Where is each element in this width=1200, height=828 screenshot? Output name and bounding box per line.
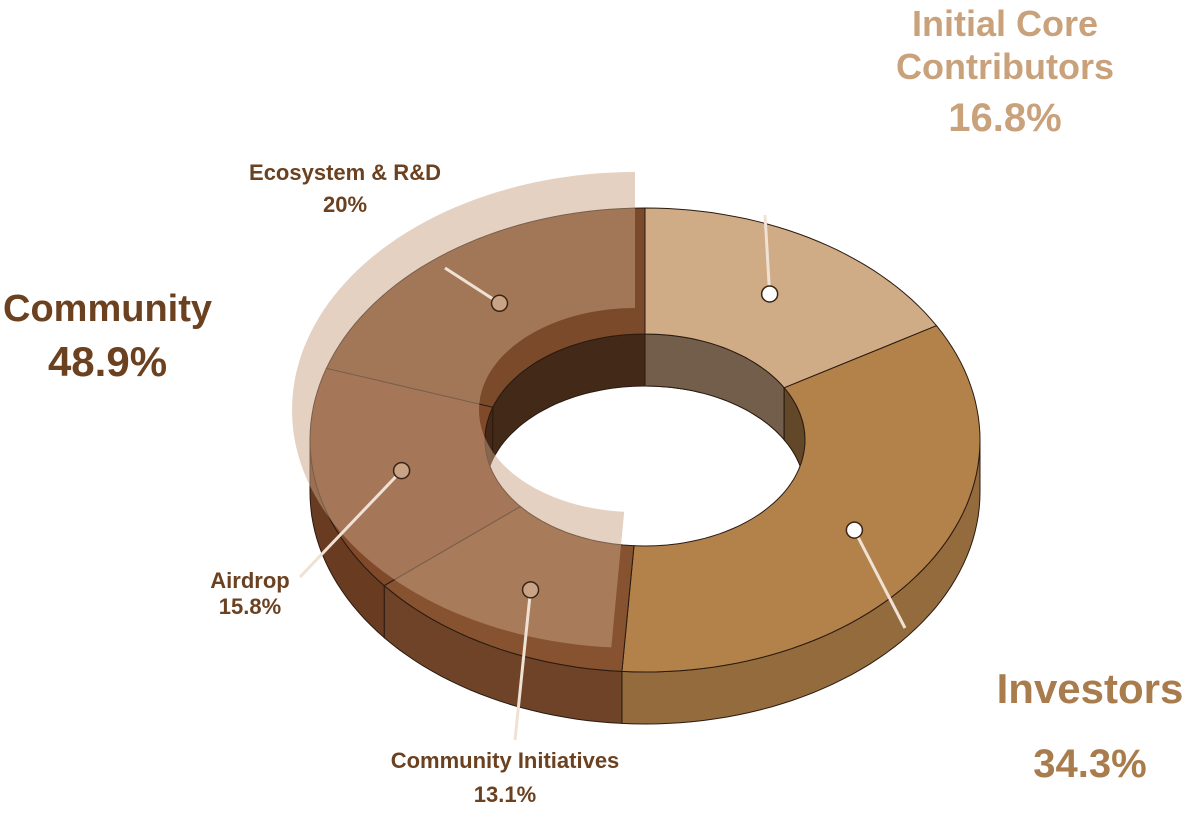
label-dot: [845, 521, 864, 539]
segment-label: Investors 34.3%: [960, 664, 1200, 788]
leader-line: [853, 529, 907, 629]
label-dot: [490, 294, 509, 313]
leader-line: [298, 469, 403, 579]
group-label: Community 48.9%: [0, 287, 215, 387]
label-dot: [521, 581, 540, 599]
segment-value: 20%: [322, 192, 368, 218]
group-band: [292, 172, 635, 648]
label-dot: [760, 285, 779, 303]
segment-name: Investors: [996, 665, 1184, 712]
segment-value: 16.8%: [948, 96, 1062, 141]
segment-label: Community Initiatives 13.1%: [340, 748, 670, 809]
segment-value: 34.3%: [1033, 742, 1147, 787]
leader-line: [513, 589, 533, 741]
leader-line: [763, 214, 772, 295]
segment-value: 15.8%: [218, 594, 282, 620]
leader-line: [444, 266, 501, 305]
segment-value: 13.1%: [473, 782, 537, 808]
group-value: 48.9%: [47, 337, 168, 385]
segment-label: Initial Core Contributors 16.8%: [860, 2, 1150, 142]
segment-label: Airdrop 15.8%: [170, 568, 330, 621]
group-name: Community: [3, 288, 212, 330]
label-dot: [392, 461, 411, 480]
segment-name: Initial Core Contributors: [896, 3, 1114, 88]
segment-name: Airdrop: [210, 568, 290, 593]
segment-name: Ecosystem & R&D: [249, 160, 441, 185]
segment-label: Ecosystem & R&D 20%: [200, 160, 490, 219]
segment-name: Community Initiatives: [390, 748, 620, 773]
